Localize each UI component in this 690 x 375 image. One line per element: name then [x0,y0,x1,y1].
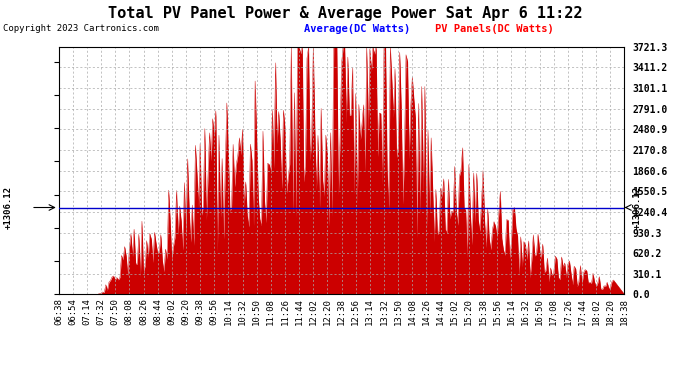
Text: 12:38: 12:38 [337,298,346,325]
Text: Total PV Panel Power & Average Power Sat Apr 6 11:22: Total PV Panel Power & Average Power Sat… [108,6,582,21]
Text: 06:38: 06:38 [54,298,63,325]
Text: 17:44: 17:44 [578,298,586,325]
Text: 18:20: 18:20 [606,298,615,325]
Text: 12:56: 12:56 [351,298,360,325]
Text: 18:38: 18:38 [620,298,629,325]
Text: 09:56: 09:56 [210,298,219,325]
Text: +1306.12: +1306.12 [3,186,12,229]
Text: 09:02: 09:02 [167,298,177,325]
Text: 07:14: 07:14 [82,298,92,325]
Text: 08:26: 08:26 [139,298,148,325]
Text: 15:02: 15:02 [450,298,460,325]
Text: 14:44: 14:44 [436,298,445,325]
Text: 14:08: 14:08 [408,298,417,325]
Text: 08:44: 08:44 [153,298,162,325]
Text: 17:08: 17:08 [549,298,558,325]
Text: 14:26: 14:26 [422,298,431,325]
Text: 13:14: 13:14 [365,298,375,325]
Text: 09:38: 09:38 [195,298,205,325]
Text: 11:08: 11:08 [266,298,275,325]
Text: 15:56: 15:56 [493,298,502,325]
Text: 15:38: 15:38 [478,298,488,325]
Text: 12:20: 12:20 [323,298,332,325]
Text: 10:14: 10:14 [224,298,233,325]
Text: 17:26: 17:26 [563,298,573,325]
Text: 16:14: 16:14 [506,298,516,325]
Text: 08:08: 08:08 [125,298,134,325]
Text: 18:02: 18:02 [591,298,601,325]
Text: 06:54: 06:54 [68,298,77,325]
Text: 15:20: 15:20 [464,298,473,325]
Text: 07:50: 07:50 [110,298,120,325]
Text: Copyright 2023 Cartronics.com: Copyright 2023 Cartronics.com [3,24,159,33]
Text: Average(DC Watts): Average(DC Watts) [304,24,410,34]
Text: 10:32: 10:32 [238,298,247,325]
Text: 11:44: 11:44 [295,298,304,325]
Text: 16:32: 16:32 [521,298,530,325]
Text: 12:02: 12:02 [308,298,318,325]
Text: 07:32: 07:32 [97,298,106,325]
Text: 16:50: 16:50 [535,298,544,325]
Text: 13:32: 13:32 [380,298,388,325]
Text: 13:50: 13:50 [393,298,403,325]
Text: PV Panels(DC Watts): PV Panels(DC Watts) [435,24,553,34]
Text: +1306.12: +1306.12 [633,186,642,229]
Text: 11:26: 11:26 [280,298,290,325]
Text: 09:20: 09:20 [181,298,190,325]
Text: 10:50: 10:50 [252,298,262,325]
